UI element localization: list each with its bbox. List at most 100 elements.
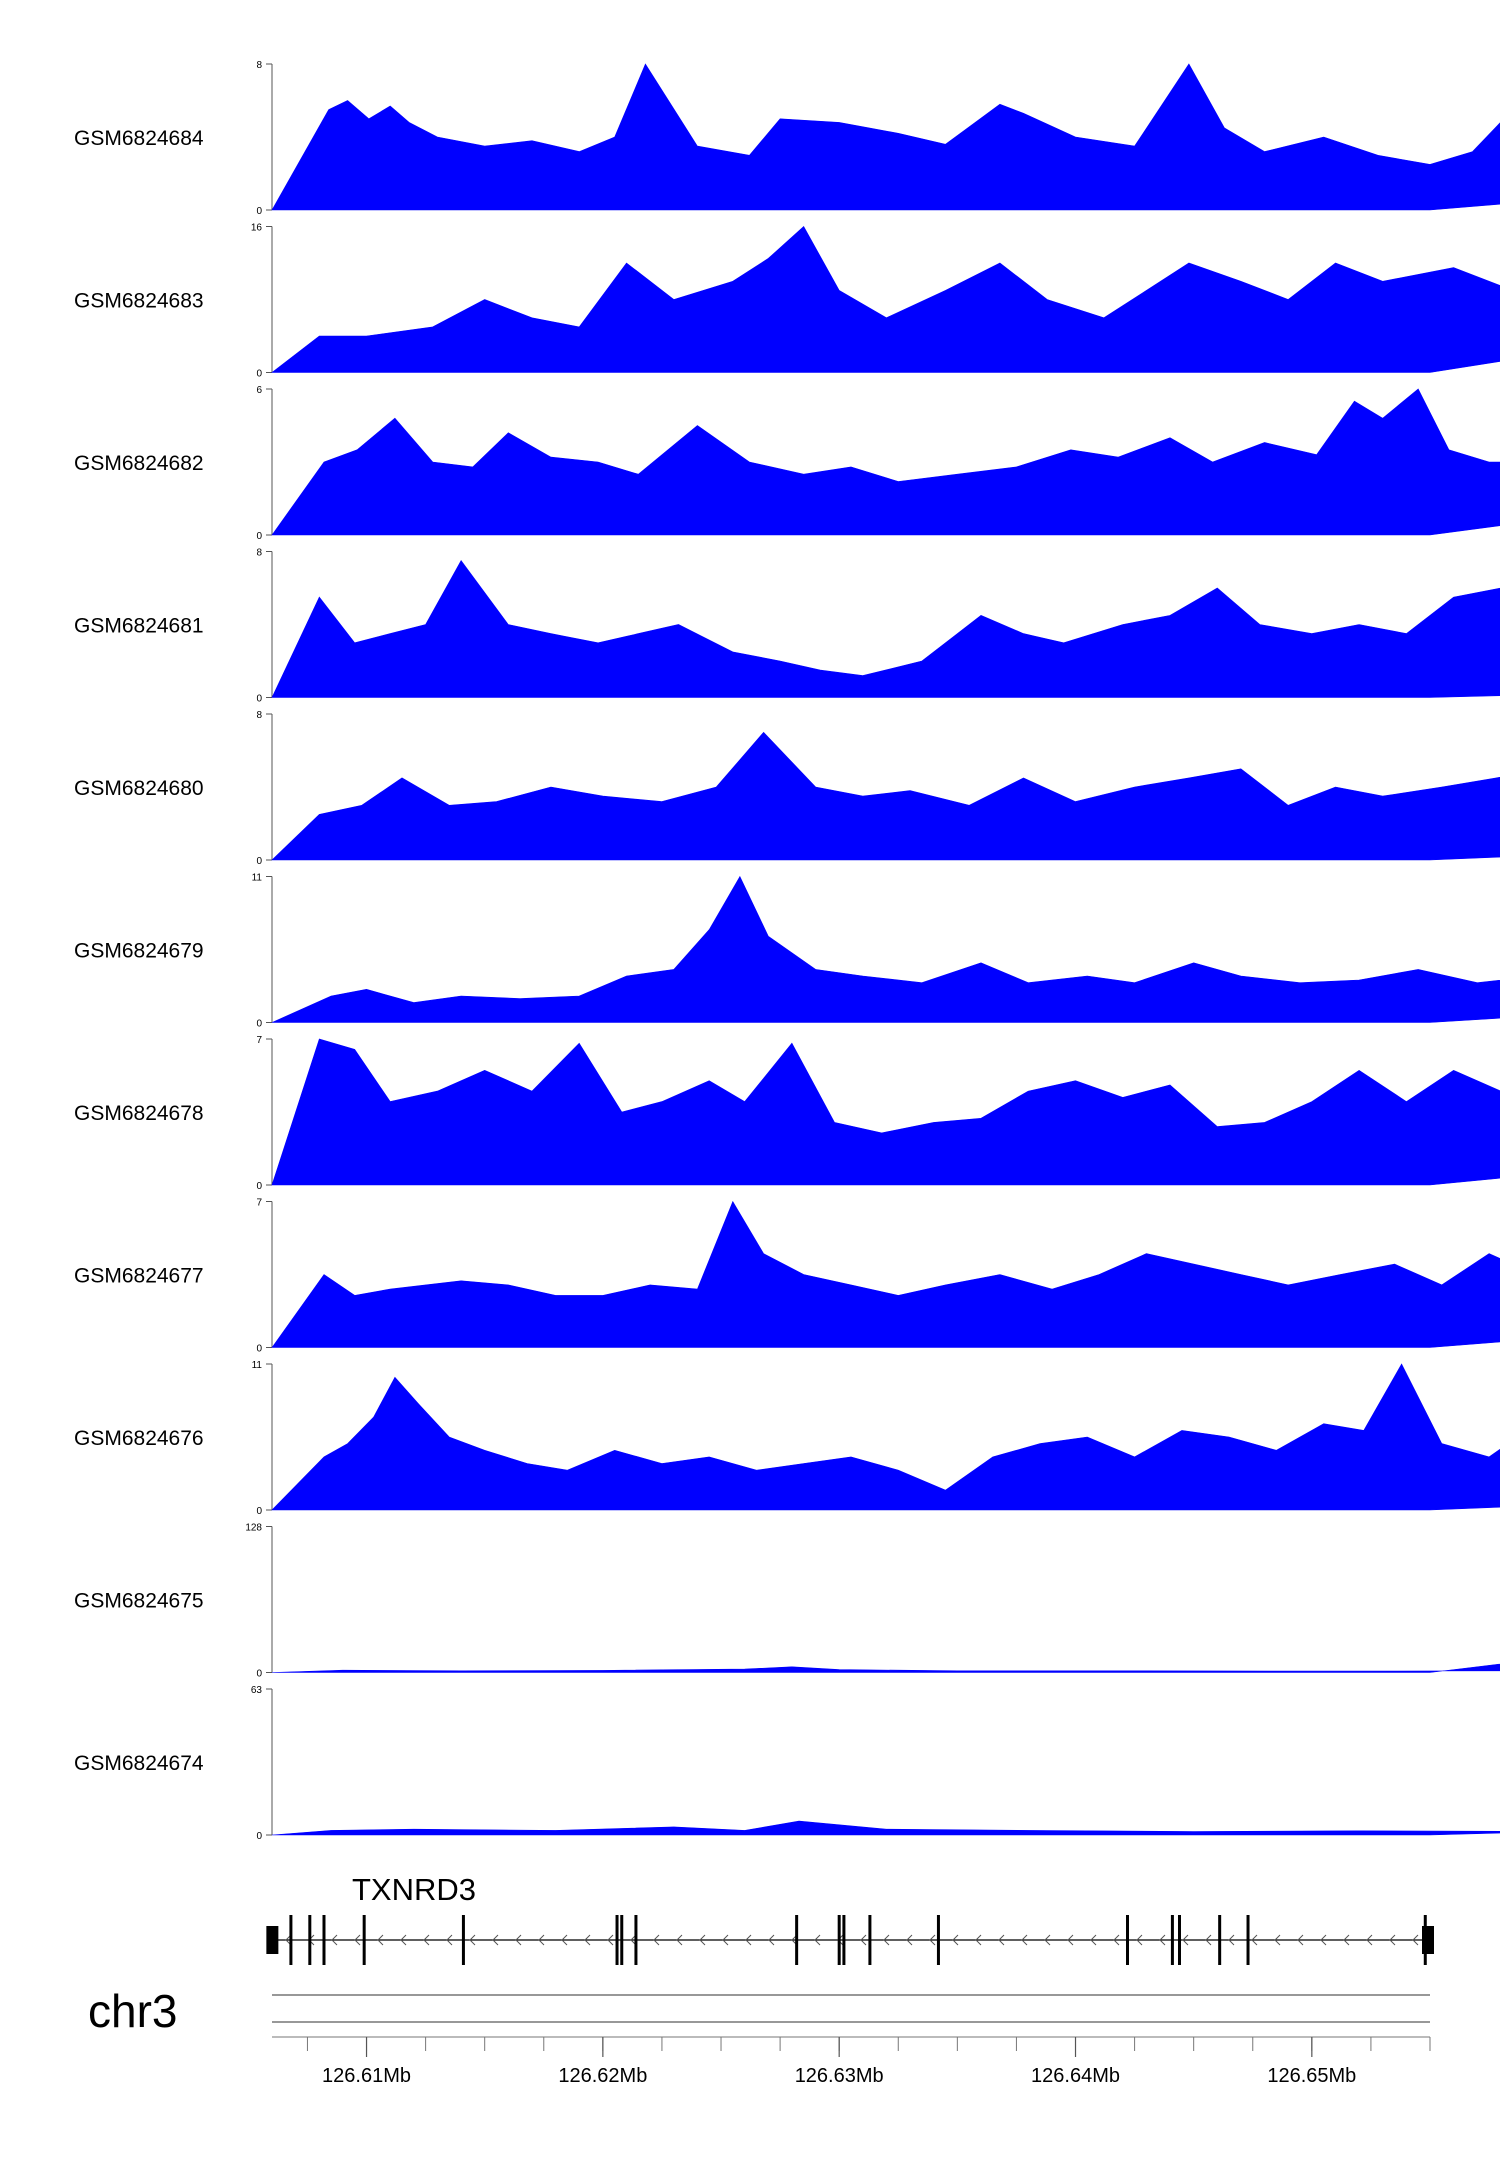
gene-exon [1246, 1915, 1250, 1965]
strand-arrow [1366, 1934, 1373, 1946]
track-label: GSM6824678 [74, 1102, 204, 1125]
y-tick-max: 7 [256, 1035, 262, 1046]
track-GSM6824681: GSM6824681 8 0 [74, 548, 1500, 705]
gene-exon [362, 1915, 366, 1965]
strand-arrow [285, 1934, 292, 1946]
coverage-area [271, 1038, 1500, 1186]
strand-arrow [722, 1934, 729, 1946]
strand-arrow [768, 1934, 775, 1946]
coverage-area [271, 1363, 1500, 1511]
track-GSM6824675: GSM6824675 128 0 [74, 1523, 1500, 1680]
gene-exon [1177, 1915, 1181, 1965]
strand-arrow [998, 1934, 1005, 1946]
coverage-area [271, 1200, 1500, 1348]
strand-arrow [354, 1934, 361, 1946]
y-tick-min: 0 [256, 1831, 262, 1842]
y-tick-max: 8 [256, 60, 262, 71]
strand-arrow [1297, 1934, 1304, 1946]
coverage-area [271, 1663, 1500, 1673]
strand-arrow [1067, 1934, 1074, 1946]
strand-arrow [814, 1934, 821, 1946]
strand-arrow [331, 1934, 338, 1946]
gene-exon [1170, 1915, 1174, 1965]
strand-arrow [860, 1934, 867, 1946]
track-GSM6824674: GSM6824674 63 0 [74, 1685, 1500, 1842]
gene-exon [461, 1915, 465, 1965]
gene-label: TXNRD3 [352, 1872, 476, 1907]
gene-exon [936, 1915, 940, 1965]
x-tick-label: 126.62Mb [558, 2065, 647, 2087]
strand-arrow [1113, 1934, 1120, 1946]
track-GSM6824684: GSM6824684 8 0 [74, 60, 1500, 217]
gene-exon [322, 1915, 326, 1965]
x-tick-label: 126.63Mb [795, 2065, 884, 2087]
coverage-area [271, 388, 1500, 536]
track-GSM6824677: GSM6824677 7 0 [74, 1198, 1500, 1355]
gene-exon [795, 1915, 799, 1965]
y-tick-min: 0 [256, 1344, 262, 1355]
gene-track: TXNRD3 [266, 1872, 1434, 1965]
strand-arrow [423, 1934, 430, 1946]
coverage-area [271, 731, 1500, 861]
gene-exon [289, 1915, 293, 1965]
strand-arrow [400, 1934, 407, 1946]
gene-exon [308, 1915, 312, 1965]
track-label: GSM6824683 [74, 290, 204, 313]
strand-arrow [1044, 1934, 1051, 1946]
strand-arrow [515, 1934, 522, 1946]
strand-arrow [1205, 1934, 1212, 1946]
x-tick-label: 126.65Mb [1267, 2065, 1356, 2087]
track-GSM6824676: GSM6824676 11 0 [74, 1360, 1500, 1517]
coverage-tracks: GSM682468480GSM6824683160GSM682468260GSM… [74, 60, 1500, 1842]
coverage-area [271, 226, 1500, 373]
y-tick-min: 0 [256, 206, 262, 217]
y-tick-min: 0 [256, 369, 262, 380]
strand-arrow [975, 1934, 982, 1946]
gene-exon [1218, 1915, 1222, 1965]
coverage-area [271, 560, 1500, 698]
strand-arrow [538, 1934, 545, 1946]
strand-arrow [1136, 1934, 1143, 1946]
track-label: GSM6824679 [74, 940, 204, 963]
y-tick-max: 128 [245, 1523, 262, 1534]
y-tick-max: 16 [251, 223, 263, 234]
track-label: GSM6824680 [74, 777, 204, 800]
track-label: GSM6824682 [74, 452, 204, 475]
y-tick-max: 8 [256, 710, 262, 721]
chromosome-track: chr3 [88, 1985, 1430, 2037]
strand-arrow [745, 1934, 752, 1946]
x-tick-label: 126.64Mb [1031, 2065, 1120, 2087]
track-GSM6824679: GSM6824679 11 0 [74, 873, 1500, 1030]
strand-arrow [607, 1934, 614, 1946]
y-tick-min: 0 [256, 1019, 262, 1030]
gene-exon [634, 1915, 638, 1965]
gene-exon [842, 1915, 846, 1965]
y-tick-min: 0 [256, 1669, 262, 1680]
coverage-area [271, 875, 1500, 1023]
strand-arrow [377, 1934, 384, 1946]
coverage-area [271, 63, 1500, 211]
strand-arrow [630, 1934, 637, 1946]
y-tick-max: 63 [251, 1685, 263, 1696]
strand-arrow [1251, 1934, 1258, 1946]
strand-arrow [1412, 1934, 1419, 1946]
y-tick-min: 0 [256, 531, 262, 542]
gene-exon [615, 1915, 619, 1965]
track-GSM6824683: GSM6824683 16 0 [74, 223, 1500, 380]
strand-arrow [492, 1934, 499, 1946]
y-tick-max: 8 [256, 548, 262, 559]
track-label: GSM6824675 [74, 1590, 204, 1613]
strand-arrow [1021, 1934, 1028, 1946]
strand-arrow [1343, 1934, 1350, 1946]
gene-exon [620, 1915, 624, 1965]
chromosome-label: chr3 [88, 1985, 177, 2037]
strand-arrow [883, 1934, 890, 1946]
strand-arrow [1182, 1934, 1189, 1946]
strand-arrow [906, 1934, 913, 1946]
strand-arrow [952, 1934, 959, 1946]
y-tick-min: 0 [256, 1506, 262, 1517]
strand-arrow [699, 1934, 706, 1946]
y-tick-max: 11 [252, 873, 263, 884]
strand-arrow [1228, 1934, 1235, 1946]
